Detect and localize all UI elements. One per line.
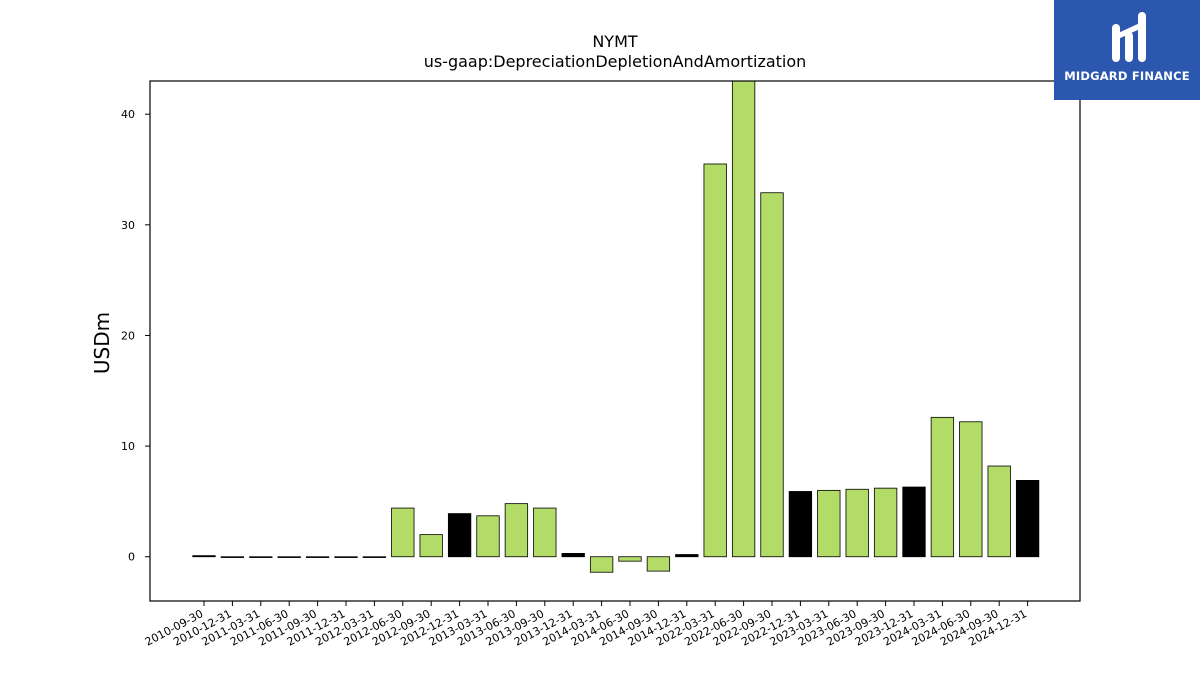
- bar-2012-09-30: [419, 534, 443, 558]
- y-tick-label: 0: [128, 551, 135, 564]
- midgard-logo-icon: [1112, 12, 1146, 62]
- bars-group: [192, 80, 1040, 573]
- bar-2023-12-31: [902, 486, 926, 558]
- chart-subtitle: us-gaap:DepreciationDepletionAndAmortiza…: [423, 52, 807, 71]
- bar-2023-06-30: [845, 488, 869, 558]
- bar-2024-03-31: [930, 416, 955, 558]
- bar-2023-09-30: [873, 487, 898, 558]
- bar-2012-06-30: [391, 507, 415, 558]
- bar-2024-09-30: [987, 465, 1011, 558]
- bar-2010-12-31: [220, 556, 245, 558]
- bar-2014-09-30: [646, 556, 671, 572]
- midgard-finance-logo: MIDGARD FINANCE: [1054, 0, 1200, 100]
- y-axis-label: USDm: [90, 312, 114, 374]
- bar-2013-09-30: [533, 507, 557, 558]
- y-tick-label: 10: [121, 440, 135, 453]
- bar-2013-06-30: [504, 503, 529, 558]
- bar-2011-12-31: [334, 556, 358, 558]
- logo-text: MIDGARD FINANCE: [1064, 69, 1190, 83]
- y-tick-label: 30: [121, 219, 135, 232]
- bar-2022-03-31: [703, 163, 727, 558]
- bar-2011-09-30: [305, 556, 330, 558]
- bar-2022-09-30: [760, 192, 784, 558]
- bar-2014-12-31: [675, 554, 699, 558]
- bar-2013-12-31: [561, 553, 585, 558]
- bar-2010-09-30: [192, 555, 216, 558]
- bar-2022-06-30: [731, 80, 756, 558]
- bar-2014-06-30: [618, 556, 642, 562]
- bar-2022-12-31: [788, 491, 813, 558]
- plot-frame: [149, 80, 1081, 602]
- bar-2024-06-30: [959, 421, 983, 558]
- bar-2024-12-31: [1015, 479, 1040, 558]
- chart-title: NYMT: [592, 32, 638, 51]
- bar-2013-03-31: [476, 515, 500, 558]
- bar-2012-03-31: [362, 556, 387, 558]
- bar-2023-03-31: [817, 489, 841, 558]
- y-tick-label: 40: [121, 108, 135, 121]
- y-tick-label: 20: [121, 329, 135, 342]
- bar-2011-06-30: [277, 556, 301, 558]
- bar-2012-12-31: [447, 513, 472, 558]
- bar-2011-03-31: [249, 556, 273, 558]
- bar-2014-03-31: [589, 556, 614, 573]
